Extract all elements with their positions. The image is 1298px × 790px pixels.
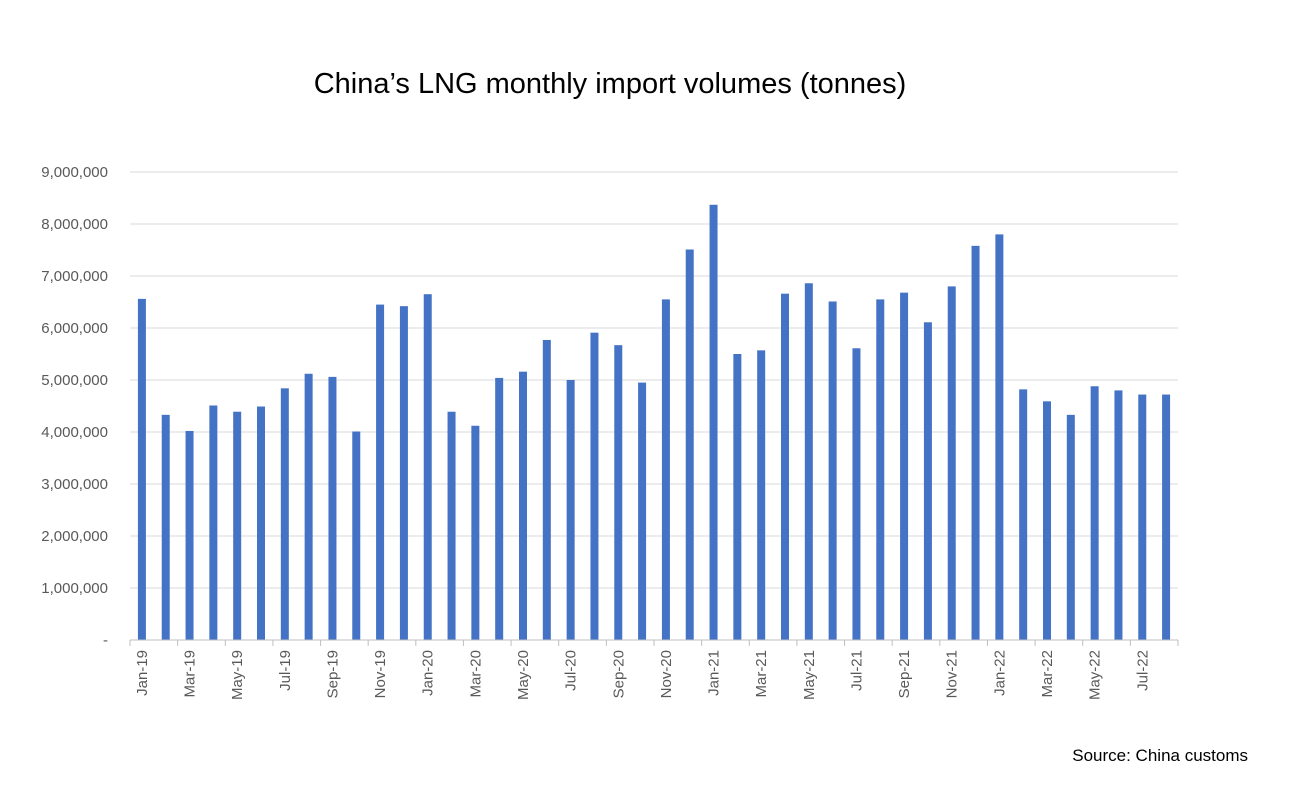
x-tick-label: Jul-22 [1134, 650, 1151, 691]
bar-may-19 [233, 411, 242, 640]
bar-sep-21 [900, 292, 909, 640]
x-tick-label: Nov-21 [944, 650, 961, 698]
bar-apr-19 [209, 405, 218, 640]
x-tick-label: Nov-19 [372, 650, 389, 698]
y-tick-label: 9,000,000 [41, 164, 108, 181]
y-tick-label: 3,000,000 [41, 476, 108, 493]
x-tick-label: Mar-20 [467, 650, 484, 698]
chart-title: China’s LNG monthly import volumes (tonn… [313, 68, 907, 100]
bar-aug-19 [304, 373, 313, 640]
x-tick-label: May-19 [229, 650, 246, 700]
bars [137, 204, 1171, 641]
x-tick-label: May-21 [801, 650, 818, 700]
bar-jan-19 [137, 298, 146, 640]
x-tick-label: May-20 [515, 650, 532, 700]
x-tick-label: Sep-21 [896, 650, 913, 698]
x-tick-labels: Jan-19 Mar-19 May-19 Jul-19 Sep-19 Nov-19 Jan-… [134, 650, 1151, 700]
bar-jun-21 [828, 301, 837, 640]
bar-feb-19 [161, 414, 170, 640]
bar-oct-19 [352, 431, 361, 640]
bar-nov-20 [661, 299, 670, 640]
bar-nov-21 [947, 286, 956, 640]
bar-jan-21 [709, 204, 718, 640]
bar-feb-21 [733, 354, 742, 640]
x-tick-label: Sep-20 [610, 650, 627, 698]
x-tick-label: Mar-19 [182, 650, 199, 698]
bar-apr-21 [781, 293, 789, 640]
bar-may-22 [1090, 386, 1099, 640]
bar-jun-19 [257, 406, 265, 640]
x-tick-label: Jul-19 [277, 650, 294, 691]
y-tick-label: 1,000,000 [41, 580, 108, 597]
bar-dec-21 [971, 245, 980, 640]
x-tick-label: Mar-22 [1039, 650, 1056, 698]
y-tick-label: 8,000,000 [41, 216, 108, 233]
y-tick-label: 6,000,000 [41, 320, 108, 337]
bar-may-20 [519, 371, 527, 640]
bar-mar-20 [471, 425, 480, 640]
x-tick-label: Jan-20 [420, 650, 437, 696]
bar-jul-21 [852, 348, 861, 640]
bar-may-21 [804, 283, 813, 640]
bar-apr-20 [495, 377, 504, 640]
source-note: Source: China customs [1072, 746, 1248, 765]
bar-aug-20 [590, 332, 599, 640]
bar-oct-20 [638, 382, 647, 640]
bar-jul-22 [1138, 394, 1147, 640]
bar-mar-22 [1043, 401, 1051, 640]
bar-jul-19 [280, 388, 289, 640]
y-tick-label: 5,000,000 [41, 372, 108, 389]
bar-sep-19 [328, 376, 337, 640]
y-tick-label: 7,000,000 [41, 268, 108, 285]
x-tick-label: May-22 [1087, 650, 1104, 700]
y-tick-label: 4,000,000 [41, 424, 108, 441]
axes [129, 639, 1179, 646]
bar-feb-20 [447, 411, 456, 640]
y-tick-labels: - 1,000,000 2,000,000 3,000,000 4,000,000 5,0… [41, 164, 108, 649]
x-tick-label: Jan-19 [134, 650, 151, 696]
x-tick-label: Sep-19 [324, 650, 341, 698]
bar-feb-22 [1019, 389, 1028, 640]
bar-jun-22 [1114, 390, 1123, 640]
bar-jan-22 [995, 234, 1004, 640]
x-tick-label: Jan-21 [706, 650, 723, 696]
bar-mar-21 [757, 350, 766, 640]
bar-jun-20 [542, 339, 551, 640]
x-tick-label: Jan-22 [991, 650, 1008, 696]
bar-mar-19 [185, 430, 194, 640]
bar-dec-20 [685, 249, 694, 641]
x-tick-label: Jul-20 [563, 650, 580, 691]
y-tick-label: - [103, 632, 108, 649]
bar-jul-20 [566, 380, 575, 640]
bar-nov-19 [376, 304, 385, 640]
bar-oct-21 [923, 322, 932, 640]
bar-dec-19 [399, 306, 408, 640]
y-tick-label: 2,000,000 [41, 528, 108, 545]
bar-aug-22 [1162, 394, 1171, 640]
x-tick-label: Jul-21 [848, 650, 865, 691]
x-tick-label: Nov-20 [658, 650, 675, 698]
bar-aug-21 [876, 299, 885, 640]
x-tick-label: Mar-21 [753, 650, 770, 698]
bar-sep-20 [614, 345, 623, 640]
bar-jan-20 [423, 294, 432, 640]
bar-apr-22 [1066, 414, 1075, 640]
